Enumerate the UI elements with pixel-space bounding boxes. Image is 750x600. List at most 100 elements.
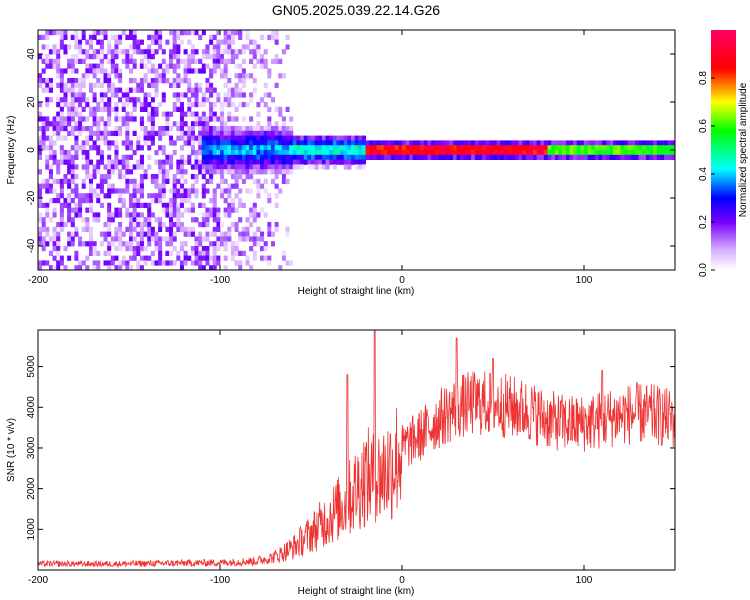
heatmap-cell: [48, 150, 53, 156]
heatmap-cell: [165, 174, 170, 180]
heatmap-cell: [161, 222, 166, 228]
y-tick-label: 20: [26, 96, 37, 108]
heatmap-cell: [631, 150, 636, 156]
heatmap-cell: [110, 255, 115, 261]
heatmap-cell: [249, 140, 254, 146]
heatmap-cell: [241, 159, 246, 165]
heatmap-cell: [351, 159, 356, 165]
heatmap-cell: [92, 217, 97, 223]
heatmap-cell: [511, 154, 516, 160]
heatmap-cell: [125, 207, 130, 213]
heatmap-cell: [260, 169, 265, 175]
heatmap-cell: [70, 54, 75, 60]
heatmap-cell: [172, 183, 177, 189]
heatmap-cell: [653, 154, 658, 160]
heatmap-cell: [165, 126, 170, 132]
heatmap-cell: [223, 30, 228, 36]
heatmap-cell: [74, 202, 79, 208]
heatmap-cell: [74, 121, 79, 127]
heatmap-cell: [620, 140, 625, 146]
heatmap-cell: [664, 145, 669, 151]
heatmap-cell: [529, 145, 534, 151]
heatmap-cell: [223, 188, 228, 194]
heatmap-cell: [573, 154, 578, 160]
heatmap-cell: [96, 265, 101, 271]
heatmap-cell: [245, 34, 250, 40]
heatmap-cell: [110, 34, 115, 40]
heatmap-cell: [558, 150, 563, 156]
heatmap-cell: [638, 145, 643, 151]
heatmap-cell: [56, 198, 61, 204]
heatmap-cell: [311, 150, 316, 156]
heatmap-cell: [380, 150, 385, 156]
heatmap-cell: [223, 63, 228, 69]
heatmap-cell: [249, 265, 254, 271]
heatmap-cell: [74, 188, 79, 194]
heatmap-cell: [238, 265, 243, 271]
heatmap-cell: [314, 159, 319, 165]
heatmap-cell: [587, 154, 592, 160]
heatmap-cell: [230, 207, 235, 213]
heatmap-cell: [274, 145, 279, 151]
heatmap-cell: [431, 150, 436, 156]
heatmap-cell: [136, 140, 141, 146]
heatmap-cell: [165, 63, 170, 69]
heatmap-cell: [252, 154, 257, 160]
heatmap-cell: [216, 159, 221, 165]
heatmap-cell: [496, 140, 501, 146]
heatmap-cell: [114, 246, 119, 252]
heatmap-cell: [201, 135, 206, 141]
heatmap-cell: [270, 231, 275, 237]
heatmap-cell: [634, 150, 639, 156]
heatmap-cell: [38, 198, 43, 204]
heatmap-cell: [147, 241, 152, 247]
heatmap-cell: [74, 30, 79, 36]
heatmap-cell: [209, 54, 214, 60]
heatmap-cell: [67, 183, 72, 189]
heatmap-cell: [198, 159, 203, 165]
heatmap-cell: [118, 159, 123, 165]
heatmap-cell: [96, 126, 101, 132]
heatmap-cell: [88, 130, 93, 136]
heatmap-cell: [245, 255, 250, 261]
heatmap-x-ticks: -200 -100 0 100: [28, 30, 593, 286]
heatmap-cell: [150, 39, 155, 45]
heatmap-cell: [249, 154, 254, 160]
heatmap-cell: [307, 164, 312, 170]
heatmap-cell: [311, 159, 316, 165]
heatmap-cell: [343, 154, 348, 160]
heatmap-cell: [103, 236, 108, 242]
heatmap-cell: [554, 154, 559, 160]
heatmap-cell: [169, 231, 174, 237]
heatmap-cell: [74, 111, 79, 117]
heatmap-cell: [493, 154, 498, 160]
heatmap-cell: [169, 212, 174, 218]
heatmap-cell: [194, 116, 199, 122]
heatmap-cell: [216, 116, 221, 122]
heatmap-cell: [114, 255, 119, 261]
heatmap-cell: [59, 145, 64, 151]
heatmap-cell: [129, 241, 134, 247]
heatmap-cell: [165, 241, 170, 247]
heatmap-cell: [63, 222, 68, 228]
heatmap-cell: [41, 34, 46, 40]
heatmap-cell: [158, 241, 163, 247]
heatmap-cell: [179, 39, 184, 45]
heatmap-cell: [158, 250, 163, 256]
heatmap-cell: [270, 34, 275, 40]
heatmap-cell: [241, 135, 246, 141]
heatmap-cell: [565, 150, 570, 156]
heatmap-cell: [267, 106, 272, 112]
heatmap-cell: [482, 145, 487, 151]
heatmap-cell: [456, 140, 461, 146]
heatmap-cell: [70, 207, 75, 213]
heatmap-cell: [88, 145, 93, 151]
heatmap-cell: [252, 54, 257, 60]
heatmap-cell: [147, 202, 152, 208]
heatmap-cell: [314, 135, 319, 141]
heatmap-cell: [267, 231, 272, 237]
heatmap-cell: [220, 174, 225, 180]
heatmap-cell: [514, 140, 519, 146]
heatmap-cell: [205, 231, 210, 237]
heatmap-cell: [139, 87, 144, 93]
